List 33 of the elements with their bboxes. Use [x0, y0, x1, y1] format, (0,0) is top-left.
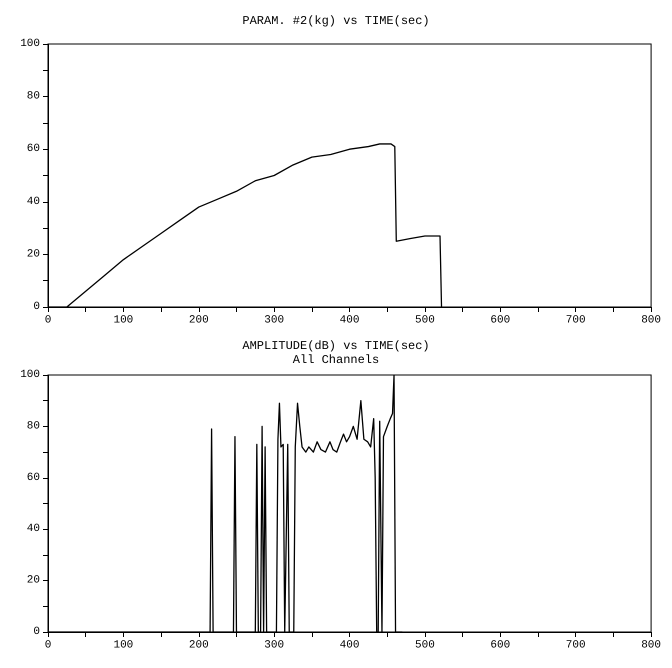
- y-tick-label: 40: [26, 523, 40, 536]
- y-tick-label: 0: [33, 626, 40, 638]
- x-tick-label: 100: [113, 314, 134, 326]
- y-tick-label: 60: [26, 143, 40, 156]
- x-tick-label: 500: [415, 314, 435, 326]
- y-tick-label: 80: [26, 90, 40, 103]
- x-tick-label: 700: [566, 640, 586, 652]
- y-tick-label: 0: [33, 301, 40, 313]
- x-tick-label: 0: [44, 314, 52, 326]
- x-tick-label: 300: [264, 314, 284, 326]
- chart-subtitle: All Channels: [292, 353, 380, 367]
- x-tick-label: 300: [264, 640, 284, 652]
- y-tick-label: 100: [20, 369, 40, 381]
- y-tick-label: 80: [26, 420, 40, 432]
- x-tick-label: 700: [566, 314, 586, 326]
- x-tick-label: 600: [490, 314, 510, 326]
- y-tick-label: 100: [20, 38, 40, 50]
- x-tick-label: 400: [340, 314, 360, 326]
- x-tick-label: 200: [188, 314, 209, 326]
- x-tick-label: 0: [44, 640, 52, 652]
- y-tick-label: 60: [26, 472, 40, 484]
- x-tick-label: 100: [113, 640, 134, 652]
- y-tick-label: 20: [26, 248, 40, 260]
- chart-title: AMPLITUDE(dB) vs TIME(sec): [242, 339, 430, 353]
- x-tick-label: 200: [188, 640, 209, 652]
- x-tick-label: 500: [415, 640, 435, 652]
- x-tick-label: 800: [641, 640, 662, 652]
- chart-title: PARAM. #2(kg) vs TIME(sec): [242, 14, 430, 28]
- y-tick-label: 20: [26, 574, 40, 587]
- x-tick-label: 800: [641, 314, 662, 326]
- x-tick-label: 400: [340, 640, 360, 652]
- x-tick-label: 600: [490, 640, 510, 652]
- y-tick-label: 40: [26, 196, 40, 208]
